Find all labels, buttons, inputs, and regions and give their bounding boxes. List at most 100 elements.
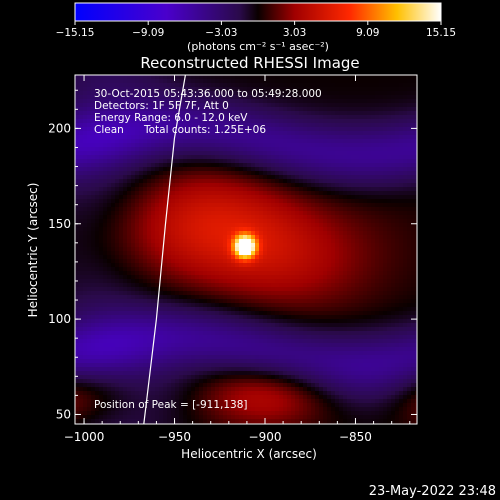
heatmap-cell (75, 187, 80, 192)
heatmap-cell (115, 107, 120, 112)
heatmap-cell (255, 179, 260, 184)
heatmap-cell (131, 299, 136, 304)
heatmap-cell (171, 79, 176, 84)
heatmap-cell (139, 307, 144, 312)
heatmap-cell (135, 163, 140, 168)
heatmap-cell (199, 307, 204, 312)
heatmap-cell (267, 75, 272, 80)
heatmap-cell (179, 151, 184, 156)
heatmap-cell (159, 163, 164, 168)
heatmap-cell (143, 147, 148, 152)
heatmap-cell (195, 415, 200, 420)
heatmap-cell (259, 207, 264, 212)
heatmap-cell (99, 247, 104, 252)
heatmap-cell (279, 231, 284, 236)
heatmap-cell (199, 187, 204, 192)
heatmap-cell (191, 379, 196, 384)
heatmap-cell (215, 283, 220, 288)
heatmap-cell (155, 163, 160, 168)
heatmap-cell (143, 255, 148, 260)
heatmap-cell (299, 219, 304, 224)
heatmap-cell (215, 335, 220, 340)
heatmap-cell (271, 203, 276, 208)
heatmap-cell (259, 231, 264, 236)
heatmap-cell (211, 123, 216, 128)
heatmap-cell (107, 251, 112, 256)
heatmap-cell (139, 247, 144, 252)
heatmap-cell (271, 375, 276, 380)
heatmap-cell (147, 255, 152, 260)
heatmap-cell (75, 147, 80, 152)
heatmap-cell (235, 251, 240, 256)
heatmap-cell (235, 363, 240, 368)
heatmap-cell (259, 163, 264, 168)
heatmap-cell (291, 79, 296, 84)
heatmap-cell (159, 299, 164, 304)
heatmap-cell (163, 351, 168, 356)
heatmap-cell (215, 319, 220, 324)
heatmap-cell (187, 319, 192, 324)
heatmap-cell (159, 227, 164, 232)
heatmap-cell (75, 259, 80, 264)
heatmap-cell (191, 215, 196, 220)
heatmap-cell (151, 367, 156, 372)
heatmap-cell (171, 195, 176, 200)
heatmap-cell (99, 339, 104, 344)
heatmap-cell (235, 207, 240, 212)
heatmap-cell (207, 331, 212, 336)
heatmap-cell (135, 343, 140, 348)
heatmap-cell (75, 199, 80, 204)
heatmap-cell (119, 79, 124, 84)
heatmap-cell (263, 143, 268, 148)
heatmap-cell (239, 91, 244, 96)
heatmap-cell (259, 339, 264, 344)
heatmap-cell (259, 411, 264, 416)
heatmap-cell (263, 211, 268, 216)
heatmap-cell (279, 375, 284, 380)
heatmap-cell (219, 199, 224, 204)
heatmap-cell (247, 391, 252, 396)
heatmap-cell (179, 331, 184, 336)
heatmap-cell (243, 123, 248, 128)
heatmap-cell (83, 335, 88, 340)
heatmap-cell (203, 187, 208, 192)
heatmap-cell (267, 259, 272, 264)
heatmap-cell (279, 199, 284, 204)
heatmap-cell (103, 191, 108, 196)
heatmap-cell (207, 379, 212, 384)
heatmap-cell (231, 147, 236, 152)
heatmap-cell (143, 379, 148, 384)
heatmap-cell (291, 363, 296, 368)
heatmap-cell (299, 159, 304, 164)
heatmap-cell (147, 75, 152, 80)
heatmap-cell (231, 343, 236, 348)
heatmap-cell (219, 355, 224, 360)
heatmap-cell (151, 119, 156, 124)
heatmap-cell (243, 291, 248, 296)
heatmap-cell (123, 219, 128, 224)
heatmap-cell (271, 307, 276, 312)
heatmap-cell (83, 379, 88, 384)
heatmap-cell (191, 119, 196, 124)
heatmap-cell (251, 155, 256, 160)
heatmap-cell (83, 351, 88, 356)
heatmap-cell (219, 387, 224, 392)
heatmap-cell (119, 171, 124, 176)
heatmap-cell (255, 331, 260, 336)
heatmap-cell (171, 123, 176, 128)
heatmap-cell (223, 403, 228, 408)
heatmap-cell (139, 223, 144, 228)
heatmap-cell (295, 415, 300, 420)
heatmap-cell (275, 275, 280, 280)
heatmap-cell (159, 183, 164, 188)
heatmap-cell (211, 363, 216, 368)
heatmap-cell (175, 163, 180, 168)
heatmap-cell (195, 295, 200, 300)
heatmap-cell (275, 255, 280, 260)
heatmap-cell (155, 367, 160, 372)
heatmap-cell (147, 243, 152, 248)
heatmap-cell (239, 407, 244, 412)
heatmap-cell (283, 391, 288, 396)
heatmap-cell (211, 227, 216, 232)
heatmap-cell (143, 131, 148, 136)
